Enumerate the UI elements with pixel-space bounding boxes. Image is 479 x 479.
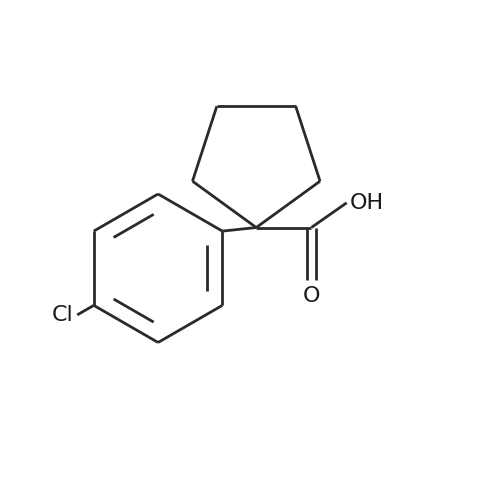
Text: O: O (303, 286, 320, 306)
Text: OH: OH (350, 193, 384, 213)
Text: Cl: Cl (52, 305, 73, 325)
